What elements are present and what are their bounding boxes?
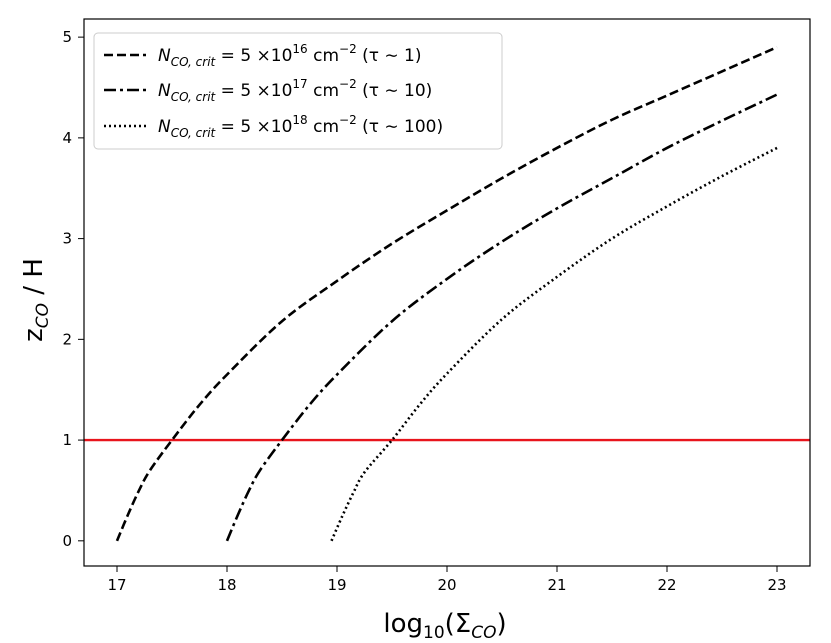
y-tick-label: 5 bbox=[62, 28, 72, 46]
y-tick-label: 3 bbox=[62, 230, 72, 248]
y-axis-label: zCO / H bbox=[19, 258, 53, 342]
legend-entry-3: NCO, crit = 5 ×1018 cm−2 (τ ∼ 100) bbox=[158, 113, 443, 140]
x-tick-label: 20 bbox=[437, 576, 456, 594]
x-tick-label: 23 bbox=[767, 576, 786, 594]
y-ticks: 0 1 2 3 4 5 bbox=[62, 28, 84, 550]
y-tick-label: 1 bbox=[62, 431, 72, 449]
y-tick-label: 0 bbox=[62, 532, 72, 550]
x-tick-label: 19 bbox=[327, 576, 346, 594]
legend-entry-2: NCO, crit = 5 ×1017 cm−2 (τ ∼ 10) bbox=[158, 77, 432, 104]
series-line-dashed bbox=[115, 46, 778, 542]
legend: NCO, crit = 5 ×1016 cm−2 (τ ∼ 1) NCO, cr… bbox=[93, 32, 503, 150]
x-tick-label: 22 bbox=[657, 576, 676, 594]
series-line-dashdot bbox=[225, 93, 778, 542]
y-tick-label: 4 bbox=[62, 129, 72, 147]
series-layer bbox=[115, 46, 778, 542]
x-tick-label: 17 bbox=[107, 576, 126, 594]
x-tick-label: 18 bbox=[217, 576, 236, 594]
series-line-dotted bbox=[330, 146, 778, 542]
legend-entry-1: NCO, crit = 5 ×1016 cm−2 (τ ∼ 1) bbox=[158, 42, 422, 69]
x-axis-label: log10(ΣCO) bbox=[383, 609, 506, 643]
x-ticks: 17 18 19 20 21 22 23 bbox=[107, 566, 787, 594]
y-tick-label: 2 bbox=[62, 330, 72, 348]
legend-box bbox=[93, 32, 503, 150]
x-tick-label: 21 bbox=[547, 576, 566, 594]
